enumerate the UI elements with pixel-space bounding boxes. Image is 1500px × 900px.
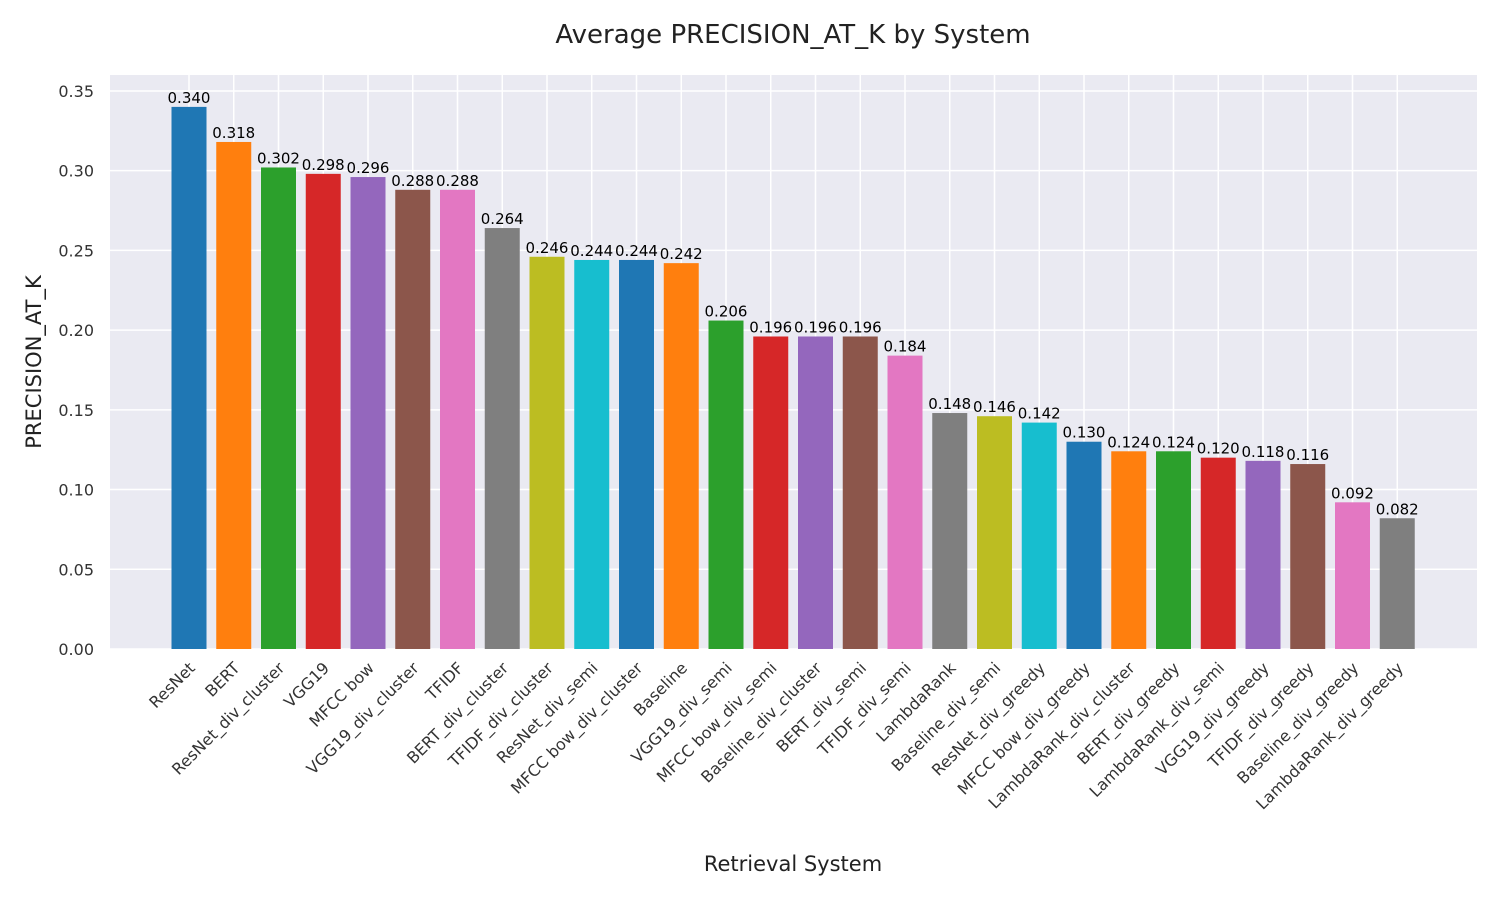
bar-baseline-div-greedy bbox=[1335, 502, 1370, 649]
y-tick-label: 0.00 bbox=[58, 640, 94, 659]
x-tick-label: ResNet bbox=[145, 658, 199, 712]
bar-lambdarank-div-semi bbox=[1200, 457, 1236, 649]
bar-lambdarank-div-greedy bbox=[1379, 518, 1415, 649]
y-tick-label: 0.25 bbox=[58, 241, 94, 260]
bars bbox=[171, 106, 1415, 650]
data-label: 0.130 bbox=[1063, 424, 1106, 442]
bar-mfcc-bow-div-cluster bbox=[619, 259, 654, 649]
data-label: 0.206 bbox=[705, 303, 748, 321]
y-tick-label: 0.05 bbox=[58, 560, 94, 579]
bar-baseline bbox=[663, 263, 699, 649]
bar-bert-div-semi bbox=[842, 336, 878, 649]
y-axis-label: PRECISION_AT_K bbox=[22, 274, 47, 449]
data-label: 0.298 bbox=[302, 156, 345, 174]
bar-lambdarank-div-cluster bbox=[1111, 451, 1147, 649]
data-label: 0.118 bbox=[1242, 443, 1285, 461]
data-label: 0.244 bbox=[570, 242, 613, 260]
data-label: 0.124 bbox=[1107, 433, 1150, 451]
data-label: 0.092 bbox=[1331, 484, 1374, 502]
bar-resnet bbox=[171, 106, 207, 649]
data-label: 0.082 bbox=[1376, 500, 1419, 518]
chart-title: Average PRECISION_AT_K by System bbox=[555, 20, 1030, 50]
bar-tfidf-div-semi bbox=[887, 355, 923, 649]
bar-baseline-div-cluster bbox=[798, 336, 833, 649]
bar-vgg19-div-cluster bbox=[395, 189, 431, 650]
y-axis-ticks: 0.00 0.05 0.10 0.15 0.20 0.25 0.30 0.35 bbox=[58, 82, 94, 659]
data-label: 0.302 bbox=[257, 149, 300, 167]
data-label: 0.184 bbox=[884, 338, 927, 356]
data-label: 0.148 bbox=[928, 395, 971, 413]
data-label: 0.120 bbox=[1197, 440, 1240, 458]
y-tick-label: 0.15 bbox=[58, 401, 94, 420]
bar-mfcc-bow-div-semi bbox=[753, 336, 789, 649]
bar-lambdarank bbox=[932, 413, 968, 649]
data-label: 0.288 bbox=[391, 172, 434, 190]
data-label: 0.196 bbox=[839, 318, 882, 336]
bar-resnet-div-semi bbox=[574, 259, 610, 649]
bar-baseline-div-semi bbox=[977, 416, 1012, 649]
bar-mfcc-bow-div-greedy bbox=[1066, 441, 1102, 649]
data-label: 0.124 bbox=[1152, 433, 1195, 451]
bar-vgg19 bbox=[305, 173, 341, 649]
data-label: 0.116 bbox=[1286, 446, 1329, 464]
y-tick-label: 0.10 bbox=[58, 481, 94, 500]
data-label: 0.246 bbox=[526, 239, 569, 257]
bar-tfidf-div-greedy bbox=[1290, 464, 1326, 649]
data-label: 0.244 bbox=[615, 242, 658, 260]
data-label: 0.318 bbox=[212, 124, 255, 142]
data-label: 0.242 bbox=[660, 245, 703, 263]
bar-vgg19-div-semi bbox=[708, 320, 744, 649]
y-tick-label: 0.20 bbox=[58, 321, 94, 340]
data-label: 0.196 bbox=[749, 318, 792, 336]
data-label: 0.146 bbox=[973, 398, 1016, 416]
x-axis-label: Retrieval System bbox=[704, 852, 882, 876]
y-tick-label: 0.35 bbox=[58, 82, 94, 101]
x-tick-label: BERT bbox=[201, 658, 243, 700]
bar-tfidf-div-cluster bbox=[529, 256, 565, 649]
bar-resnet-div-cluster bbox=[261, 167, 296, 649]
bar-tfidf bbox=[440, 189, 475, 650]
bar-mfcc-bow bbox=[350, 177, 386, 650]
data-label: 0.264 bbox=[481, 210, 524, 228]
bar-resnet-div-greedy bbox=[1021, 422, 1057, 649]
data-label: 0.196 bbox=[794, 318, 837, 336]
data-label: 0.288 bbox=[436, 172, 479, 190]
bar-bert-div-greedy bbox=[1156, 451, 1191, 649]
data-label: 0.340 bbox=[168, 89, 211, 107]
data-label: 0.142 bbox=[1018, 405, 1061, 423]
bar-bert bbox=[216, 141, 252, 649]
y-tick-label: 0.30 bbox=[58, 162, 94, 181]
bar-bert-div-cluster bbox=[484, 228, 520, 650]
data-label: 0.296 bbox=[347, 159, 390, 177]
bar-vgg19-div-greedy bbox=[1245, 460, 1281, 649]
